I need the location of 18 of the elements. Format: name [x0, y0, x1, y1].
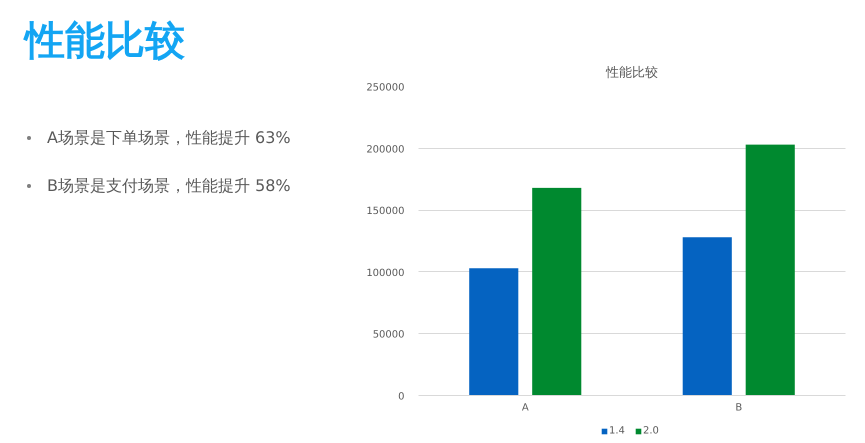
chart-title: 性能比较: [605, 66, 658, 80]
text: B场景是支付场景，性能提升 58%: [47, 175, 291, 197]
text: A场景是下单场景，性能提升 63%: [47, 127, 291, 149]
y-tick-label: 250000: [366, 82, 405, 94]
y-tick-label: 150000: [366, 206, 405, 218]
bar: [532, 188, 582, 396]
bar: [469, 268, 518, 396]
legend-label: 1.4: [609, 426, 626, 436]
x-tick-label: B: [735, 402, 742, 414]
y-tick-label: 50000: [372, 330, 404, 341]
y-tick-label: 0: [398, 392, 405, 402]
y-tick-label: 200000: [366, 144, 405, 156]
text: 性能比较: [25, 17, 185, 65]
y-tick-label: 100000: [366, 268, 405, 279]
legend-label: 2.0: [643, 426, 660, 436]
bar: [682, 237, 732, 396]
x-tick-label: A: [522, 402, 529, 414]
bar: [746, 144, 795, 396]
